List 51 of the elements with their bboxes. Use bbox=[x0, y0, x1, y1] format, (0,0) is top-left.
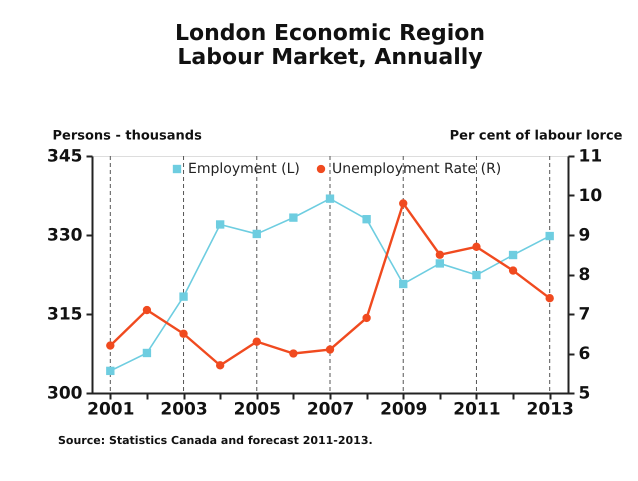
point bbox=[362, 314, 371, 322]
y2-axis-title: Per cent of labour lorce bbox=[450, 128, 623, 144]
text: London Economic Region bbox=[174, 21, 486, 46]
source-note: Source: Statistics Canada and forecast 2011-2013. bbox=[58, 434, 373, 447]
point bbox=[252, 337, 261, 346]
point bbox=[106, 341, 114, 350]
y-tick-label: 315 bbox=[47, 304, 82, 324]
legend-label: Unemployment Rate (R) bbox=[332, 161, 502, 177]
point bbox=[546, 294, 554, 302]
y-tick-label: 345 bbox=[47, 146, 82, 166]
x-tick-label: 2009 bbox=[380, 400, 428, 420]
point bbox=[289, 349, 298, 358]
point bbox=[289, 213, 298, 222]
y-tick-label: 300 bbox=[47, 384, 83, 404]
point bbox=[216, 220, 224, 229]
point bbox=[436, 250, 444, 259]
point bbox=[106, 366, 114, 376]
y2-tick-label: 7 bbox=[578, 304, 590, 324]
x-tick-label: 2001 bbox=[87, 400, 134, 420]
x-tick-label: 2005 bbox=[234, 400, 281, 420]
x-tick-label: 2007 bbox=[306, 400, 354, 420]
text: Labour Market, Annually bbox=[177, 45, 483, 70]
point bbox=[326, 194, 334, 203]
point bbox=[142, 348, 152, 358]
y2-tick-label: 6 bbox=[578, 344, 590, 364]
point bbox=[252, 230, 261, 238]
point bbox=[179, 330, 188, 338]
x-tick-label: 2011 bbox=[453, 400, 501, 420]
x-tick-label: 2003 bbox=[160, 400, 208, 420]
y-tick-label: 330 bbox=[47, 226, 83, 246]
point bbox=[508, 266, 518, 275]
legend-label: Employment (L) bbox=[188, 161, 300, 177]
point bbox=[399, 280, 408, 288]
point bbox=[436, 259, 444, 268]
point bbox=[508, 250, 518, 260]
point bbox=[362, 215, 371, 224]
point bbox=[472, 242, 481, 252]
y2-tick-label: 11 bbox=[578, 146, 602, 166]
point bbox=[142, 306, 152, 314]
y2-tick-label: 10 bbox=[578, 186, 602, 206]
y2-tick-label: 9 bbox=[578, 226, 590, 246]
x-tick-label: 2013 bbox=[526, 400, 574, 420]
y2-tick-label: 8 bbox=[578, 265, 590, 285]
y2-tick-label: 5 bbox=[578, 384, 590, 404]
point bbox=[399, 199, 408, 208]
point bbox=[216, 361, 224, 370]
point bbox=[326, 345, 334, 354]
point bbox=[472, 270, 481, 280]
y-axis-title: Persons - thousands bbox=[52, 128, 202, 144]
point bbox=[179, 292, 188, 301]
point bbox=[546, 232, 554, 240]
